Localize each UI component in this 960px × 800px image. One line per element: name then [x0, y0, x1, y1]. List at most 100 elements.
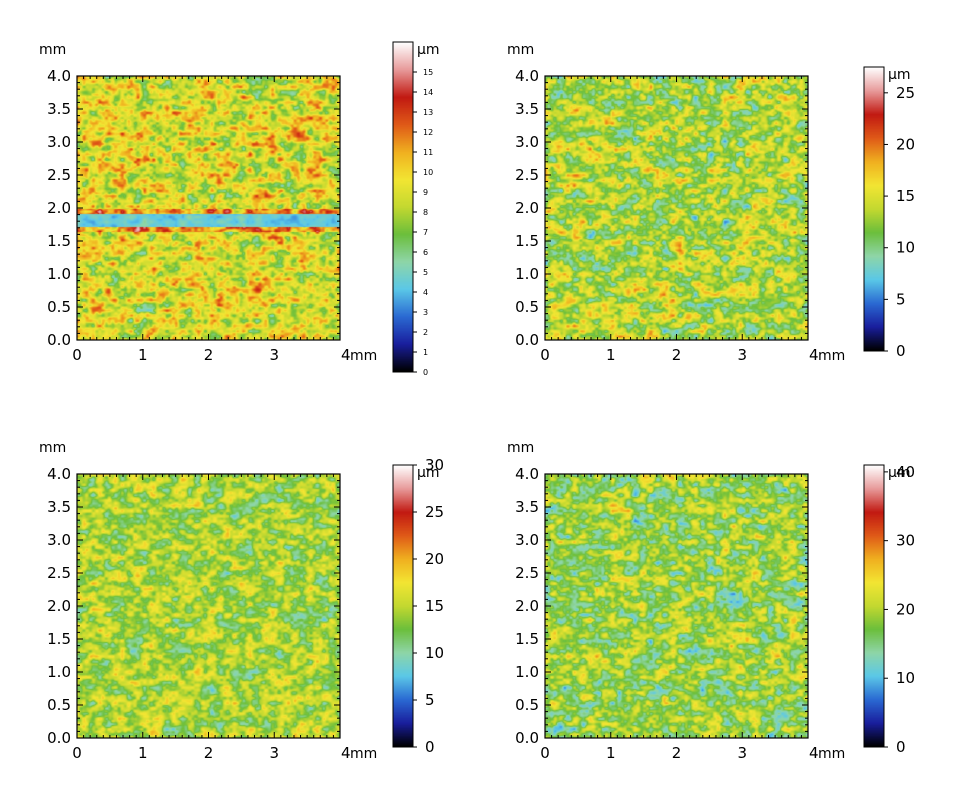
colorbar-tick-label: 6 [423, 248, 428, 257]
colorbar-unit: µm [417, 465, 440, 481]
x-tick-label: 4 [341, 744, 351, 762]
colorbar-tick-label: 8 [423, 208, 428, 217]
colorbar-tick-label: 10 [423, 168, 433, 177]
colorbar-tick-label: 0 [423, 368, 428, 377]
y-tick-label: 0.0 [47, 729, 71, 747]
colorbar-tick-label: 2 [423, 328, 428, 337]
y-tick-label: 0.5 [47, 696, 71, 714]
colorbar [393, 42, 413, 372]
topography-panel-4: 0.00.51.01.52.02.53.03.54.00 1 2 3 4 mmmmµm01… [507, 440, 915, 762]
x-tick-label: 0 [72, 744, 82, 762]
y-tick-label: 4.0 [47, 67, 71, 85]
colorbar-frame [863, 66, 885, 352]
colorbar-tick-label: 40 [896, 463, 915, 481]
colorbar-tick-label: 1 [423, 348, 428, 357]
topography-panel-3: 0.00.51.01.52.02.53.03.54.00 1 2 3 4 mmmmµm05… [39, 440, 444, 762]
y-tick-label: 3.5 [515, 100, 539, 118]
x-tick-label: 1 [138, 346, 148, 364]
y-tick-label: 0.0 [515, 729, 539, 747]
x-tick-label: 3 [737, 346, 747, 364]
y-tick-label: 4.0 [47, 465, 71, 483]
y-tick-label: 4.0 [515, 67, 539, 85]
colorbar-tick-label: 10 [896, 669, 915, 687]
colorbar-tick-label: 25 [896, 84, 915, 102]
colorbar-tick-label: 15 [896, 187, 915, 205]
y-tick-label: 1.5 [515, 232, 539, 250]
x-axis-unit: mm [350, 746, 377, 762]
x-tick-label: 0 [540, 346, 550, 364]
colorbar-tick-label: 9 [423, 188, 428, 197]
colorbar-tick-label: 0 [896, 738, 906, 756]
x-axis-unit: mm [818, 348, 845, 364]
colorbar-tick-label: 13 [423, 108, 433, 117]
x-tick-label: 3 [737, 744, 747, 762]
y-tick-label: 3.5 [47, 100, 71, 118]
y-tick-label: 3.5 [47, 498, 71, 516]
colorbar-tick-label: 5 [896, 290, 906, 308]
x-tick-label: 1 [606, 744, 616, 762]
colorbar-tick-label: 7 [423, 228, 428, 237]
colorbar-tick-label: 10 [896, 239, 915, 257]
colorbar-tick-label: 15 [425, 597, 444, 615]
height-map [545, 474, 808, 738]
y-tick-label: 2.0 [515, 199, 539, 217]
x-tick-label: 3 [269, 744, 279, 762]
y-tick-label: 3.0 [47, 133, 71, 151]
height-map [77, 76, 340, 340]
x-tick-label: 4 [809, 744, 819, 762]
y-tick-label: 0.5 [515, 298, 539, 316]
height-map [77, 474, 340, 738]
colorbar-unit: µm [417, 42, 440, 58]
x-axis-unit: mm [350, 348, 377, 364]
colorbar-tick-label: 30 [425, 456, 444, 474]
x-tick-label: 4 [809, 346, 819, 364]
colorbar-tick-label: 11 [423, 148, 433, 157]
x-tick-label: 2 [204, 346, 214, 364]
colorbar-tick-label: 20 [896, 600, 915, 618]
y-tick-label: 2.5 [515, 166, 539, 184]
x-tick-label: 3 [269, 346, 279, 364]
topography-panel-2: 0.00.51.01.52.02.53.03.54.00 1 2 3 4 mmmmµm05… [507, 42, 915, 364]
x-tick-label: 4 [341, 346, 351, 364]
colorbar [864, 465, 884, 747]
colorbar-tick-label: 12 [423, 128, 433, 137]
y-tick-label: 3.0 [515, 133, 539, 151]
y-tick-label: 1.5 [47, 232, 71, 250]
x-tick-label: 2 [204, 744, 214, 762]
y-tick-label: 0.0 [47, 331, 71, 349]
y-tick-label: 2.5 [47, 564, 71, 582]
height-map [545, 76, 808, 340]
y-axis-unit: mm [39, 42, 66, 58]
x-tick-label: 2 [672, 744, 682, 762]
y-axis-unit: mm [507, 440, 534, 456]
colorbar-unit: µm [888, 67, 911, 83]
x-axis-unit: mm [818, 746, 845, 762]
y-axis-unit: mm [507, 42, 534, 58]
x-tick-label: 1 [138, 744, 148, 762]
colorbar-tick-label: 4 [423, 288, 428, 297]
colorbar-frame [863, 464, 885, 748]
colorbar-tick-label: 25 [425, 503, 444, 521]
colorbar-tick-label: 15 [423, 68, 433, 77]
colorbar-tick-label: 20 [425, 550, 444, 568]
y-tick-label: 2.0 [47, 597, 71, 615]
y-tick-label: 1.5 [47, 630, 71, 648]
y-tick-label: 0.5 [47, 298, 71, 316]
y-tick-label: 2.0 [47, 199, 71, 217]
colorbar-tick-label: 5 [423, 268, 428, 277]
y-tick-label: 1.5 [515, 630, 539, 648]
y-tick-label: 1.0 [515, 265, 539, 283]
colorbar-tick-label: 20 [896, 135, 915, 153]
colorbar-tick-label: 30 [896, 532, 915, 550]
colorbar-tick-label: 0 [896, 342, 906, 360]
colorbar-tick-label: 0 [425, 738, 435, 756]
y-tick-label: 0.5 [515, 696, 539, 714]
x-tick-label: 1 [606, 346, 616, 364]
colorbar [393, 465, 413, 747]
colorbar-tick-label: 14 [423, 88, 433, 97]
colorbar-frame [392, 41, 414, 373]
y-tick-label: 1.0 [515, 663, 539, 681]
colorbar-tick-label: 3 [423, 308, 428, 317]
